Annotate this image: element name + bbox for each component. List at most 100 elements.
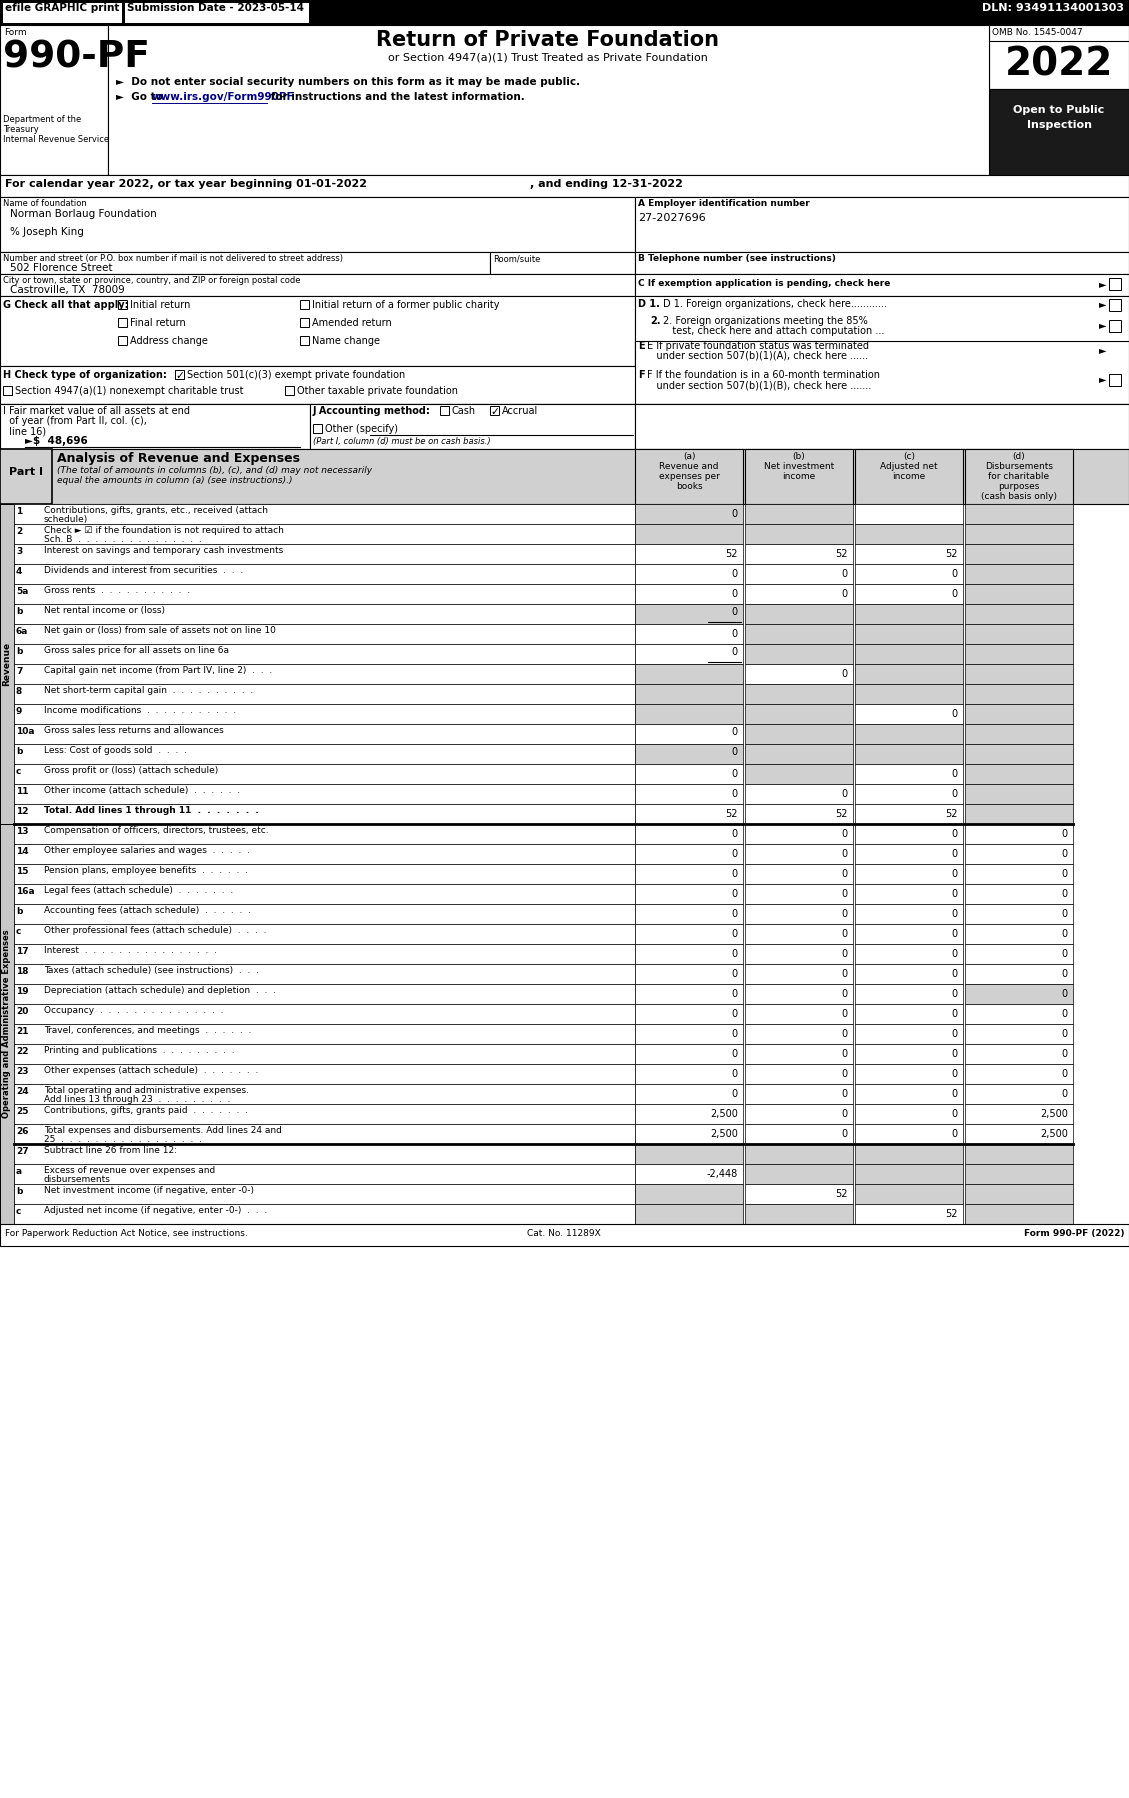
- Text: F If the foundation is in a 60-month termination: F If the foundation is in a 60-month ter…: [647, 370, 879, 379]
- Text: Legal fees (attach schedule)  .  .  .  .  .  .  .: Legal fees (attach schedule) . . . . . .…: [44, 886, 234, 895]
- Bar: [855, 1104, 963, 1124]
- Text: F: F: [638, 370, 645, 379]
- Text: Compensation of officers, directors, trustees, etc.: Compensation of officers, directors, tru…: [44, 825, 269, 834]
- Text: Interest on savings and temporary cash investments: Interest on savings and temporary cash i…: [44, 547, 283, 556]
- Bar: [855, 944, 963, 964]
- Bar: [634, 804, 743, 823]
- Text: Taxes (attach schedule) (see instructions)  .  .  .: Taxes (attach schedule) (see instruction…: [44, 966, 259, 975]
- Text: (Part I, column (d) must be on cash basis.): (Part I, column (d) must be on cash basi…: [313, 437, 491, 446]
- Text: 2022: 2022: [1005, 45, 1113, 83]
- Bar: [119, 318, 126, 327]
- Text: Cat. No. 11289X: Cat. No. 11289X: [527, 1230, 601, 1239]
- Bar: [965, 1185, 1073, 1205]
- Bar: [745, 1084, 854, 1104]
- Text: 0: 0: [732, 647, 738, 656]
- Bar: [119, 336, 126, 345]
- Bar: [855, 604, 963, 624]
- Text: 52: 52: [726, 548, 738, 559]
- Bar: [108, 25, 989, 174]
- Bar: [745, 924, 854, 944]
- Text: Address change: Address change: [130, 336, 208, 345]
- Text: 0: 0: [952, 969, 959, 978]
- Bar: [745, 450, 854, 503]
- Text: ►  Go to: ► Go to: [116, 92, 166, 102]
- Bar: [965, 924, 1073, 944]
- Bar: [965, 744, 1073, 764]
- Bar: [745, 565, 854, 584]
- Text: Total expenses and disbursements. Add lines 24 and: Total expenses and disbursements. Add li…: [44, 1126, 282, 1135]
- Text: 0: 0: [732, 1009, 738, 1019]
- Text: schedule): schedule): [44, 514, 88, 523]
- Text: ►: ►: [1099, 374, 1106, 385]
- Bar: [14, 784, 634, 804]
- Text: 23: 23: [16, 1066, 28, 1075]
- Text: 14: 14: [16, 847, 28, 856]
- Text: Return of Private Foundation: Return of Private Foundation: [376, 31, 719, 50]
- Bar: [634, 705, 743, 725]
- Text: ►: ►: [1099, 320, 1106, 331]
- Text: 2: 2: [16, 527, 23, 536]
- Bar: [0, 405, 310, 450]
- Text: b: b: [16, 608, 23, 617]
- Text: 0: 0: [842, 829, 848, 840]
- Bar: [14, 804, 634, 823]
- Text: 0: 0: [952, 590, 959, 599]
- Bar: [634, 1124, 743, 1144]
- Bar: [745, 503, 854, 523]
- Bar: [634, 744, 743, 764]
- Bar: [634, 1144, 743, 1163]
- Text: Analysis of Revenue and Expenses: Analysis of Revenue and Expenses: [56, 451, 300, 466]
- Text: 0: 0: [842, 590, 848, 599]
- Text: 0: 0: [842, 568, 848, 579]
- Bar: [965, 1045, 1073, 1064]
- Text: 0: 0: [842, 1048, 848, 1059]
- Bar: [634, 545, 743, 565]
- Bar: [1109, 298, 1121, 311]
- Bar: [965, 683, 1073, 705]
- Bar: [0, 405, 1129, 450]
- Text: 0: 0: [842, 1070, 848, 1079]
- Text: 0: 0: [1062, 969, 1068, 978]
- Text: City or town, state or province, country, and ZIP or foreign postal code: City or town, state or province, country…: [3, 277, 300, 286]
- Text: (cash basis only): (cash basis only): [981, 493, 1057, 502]
- Text: Gross sales price for all assets on line 6a: Gross sales price for all assets on line…: [44, 645, 229, 654]
- Text: 0: 0: [842, 1129, 848, 1138]
- Text: Number and street (or P.O. box number if mail is not delivered to street address: Number and street (or P.O. box number if…: [3, 254, 343, 263]
- Text: of year (from Part II, col. (c),: of year (from Part II, col. (c),: [3, 415, 147, 426]
- Text: For Paperwork Reduction Act Notice, see instructions.: For Paperwork Reduction Act Notice, see …: [5, 1230, 247, 1239]
- Text: Initial return: Initial return: [130, 300, 191, 309]
- Text: 0: 0: [952, 1009, 959, 1019]
- Bar: [855, 584, 963, 604]
- Bar: [634, 823, 743, 843]
- Bar: [634, 865, 743, 885]
- Text: 0: 0: [842, 1028, 848, 1039]
- Bar: [745, 865, 854, 885]
- Bar: [965, 725, 1073, 744]
- Bar: [965, 1003, 1073, 1025]
- Text: 0: 0: [952, 930, 959, 939]
- Text: 0: 0: [732, 1028, 738, 1039]
- Text: Disbursements: Disbursements: [984, 462, 1053, 471]
- Text: 0: 0: [952, 888, 959, 899]
- Bar: [745, 644, 854, 663]
- Text: Initial return of a former public charity: Initial return of a former public charit…: [312, 300, 499, 309]
- Bar: [14, 1104, 634, 1124]
- Text: 2.: 2.: [650, 316, 660, 325]
- Bar: [855, 663, 963, 683]
- Text: 0: 0: [952, 770, 959, 779]
- Text: Other taxable private foundation: Other taxable private foundation: [297, 387, 458, 396]
- Text: A Employer identification number: A Employer identification number: [638, 200, 809, 209]
- Text: J Accounting method:: J Accounting method:: [313, 406, 431, 415]
- Text: c: c: [16, 1206, 21, 1215]
- Bar: [855, 1144, 963, 1163]
- Bar: [745, 1064, 854, 1084]
- Bar: [14, 1124, 634, 1144]
- Text: 0: 0: [732, 849, 738, 859]
- Text: income: income: [782, 473, 815, 482]
- Text: efile GRAPHIC print: efile GRAPHIC print: [5, 4, 120, 13]
- Bar: [634, 1205, 743, 1224]
- Text: 0: 0: [1062, 989, 1068, 1000]
- Text: books: books: [675, 482, 702, 491]
- Bar: [745, 944, 854, 964]
- Text: c: c: [16, 768, 21, 777]
